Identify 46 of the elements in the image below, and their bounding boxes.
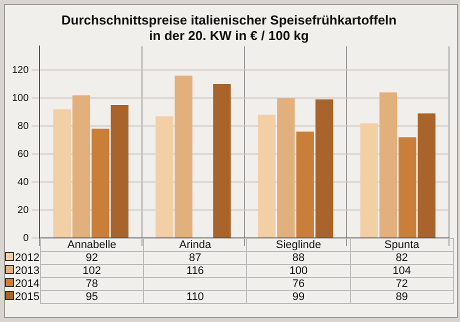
bar: [379, 92, 398, 238]
bar: [296, 132, 314, 238]
data-label: 89: [350, 290, 454, 304]
data-label: 104: [350, 264, 454, 278]
x-tick-label: Sieglinde: [246, 238, 350, 252]
data-label: 102: [40, 264, 144, 278]
x-tick-label: Arinda: [144, 238, 247, 252]
bar: [418, 113, 436, 238]
data-label: 82: [350, 252, 454, 264]
bar: [213, 84, 231, 238]
data-label: 95: [40, 290, 144, 304]
y-tick-label: 20: [18, 204, 30, 216]
bar: [110, 105, 128, 238]
x-tick-label: Annabelle: [40, 238, 144, 252]
data-label: 92: [40, 252, 144, 264]
bar: [72, 95, 90, 238]
legend-label: 2013: [14, 264, 40, 278]
y-tick-label: 40: [18, 176, 30, 188]
y-tick-label: 60: [18, 148, 30, 160]
y-tick-label: 80: [18, 120, 30, 132]
data-label: 76: [246, 278, 350, 290]
legend-label: 2014: [14, 278, 40, 290]
data-label: 99: [246, 290, 350, 304]
y-tick-label: 0: [23, 232, 30, 244]
bar: [53, 109, 71, 238]
legend-label: 2015: [14, 290, 40, 304]
data-label: 116: [144, 264, 247, 278]
bar: [277, 98, 295, 238]
x-tick-label: Spunta: [350, 238, 454, 252]
bar: [174, 76, 192, 238]
bar: [258, 114, 276, 238]
data-label: 72: [350, 278, 454, 290]
data-label: 78: [40, 278, 144, 290]
bar: [315, 99, 334, 238]
chart-title: Durchschnittspreise italienischer Speisefrühkartoffeln in der 20. KW in € / 100 kg: [61, 12, 397, 43]
data-label: 88: [246, 252, 350, 264]
y-tick-label: 120: [12, 64, 30, 76]
bar: [360, 123, 378, 238]
legend-label: 2012: [14, 252, 40, 264]
bar: [398, 137, 416, 238]
data-label: 100: [246, 264, 350, 278]
bar: [156, 116, 174, 238]
bar: [92, 128, 110, 238]
y-tick-label: 100: [12, 92, 30, 104]
data-label: 110: [144, 290, 247, 304]
data-label: 87: [144, 252, 247, 264]
